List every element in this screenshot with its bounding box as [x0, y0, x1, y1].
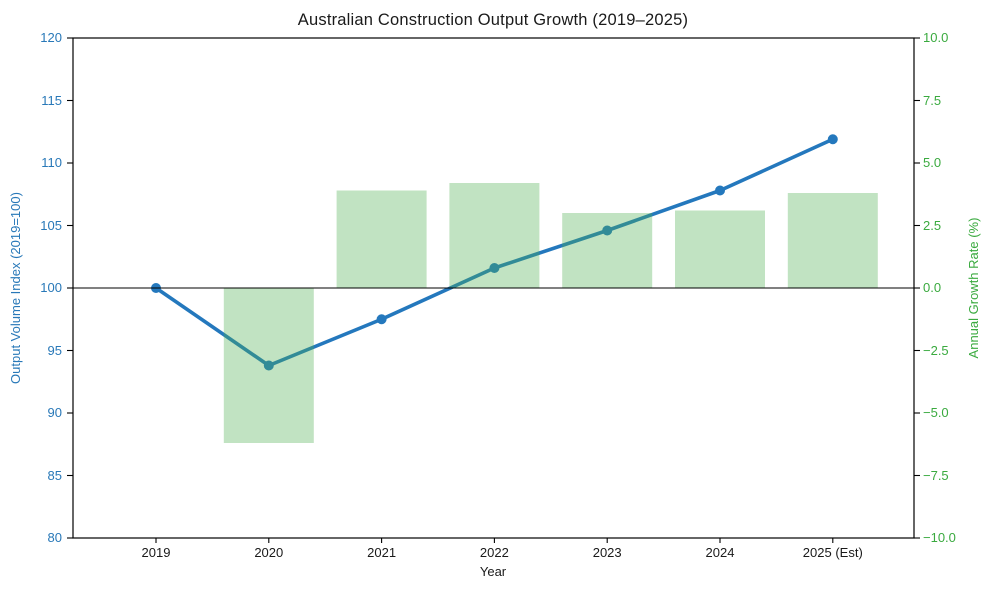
x-axis-tick-label: 2023 [592, 545, 622, 560]
left-axis-tick-label: 80 [47, 530, 62, 545]
line-marker [376, 314, 387, 325]
x-axis-tick-label: 2019 [141, 545, 171, 560]
right-axis-tick-label: 0.0 [923, 280, 942, 295]
chart-title: Australian Construction Output Growth (2… [297, 11, 689, 29]
x-axis-label: Year [479, 564, 507, 579]
left-axis-tick-label: 85 [47, 467, 62, 483]
x-axis-tick-label: 2024 [705, 545, 735, 560]
left-axis-tick-label: 100 [40, 280, 62, 295]
growth-bar [336, 190, 427, 288]
right-axis-tick-label: 7.5 [923, 92, 942, 108]
right-axis-tick-label: −10.0 [923, 530, 956, 545]
line-marker [827, 134, 838, 145]
x-axis-tick-label: 2025 (Est) [802, 545, 863, 560]
right-axis-tick-label: −5.0 [923, 405, 949, 420]
left-axis-tick-label: 120 [40, 30, 62, 45]
left-axis-tick-label: 115 [41, 92, 62, 108]
x-axis-tick-label: 2022 [479, 545, 509, 560]
line-marker [263, 360, 274, 371]
right-axis-tick-label: 2.5 [923, 217, 942, 233]
left-axis-tick-label: 90 [47, 405, 62, 420]
growth-bar [223, 288, 314, 443]
x-axis-tick-label: 2020 [254, 545, 284, 560]
growth-bar [787, 193, 878, 288]
right-axis-tick-label: −7.5 [923, 467, 949, 483]
left-axis-tick-label: 105 [40, 217, 62, 233]
right-axis-tick-label: 10.0 [923, 30, 949, 45]
line-marker [489, 263, 500, 273]
growth-bar [562, 213, 653, 288]
line-marker [602, 225, 613, 236]
right-axis-tick-label: 5.0 [923, 155, 942, 170]
line-marker [715, 185, 725, 196]
x-axis-tick-label: 2021 [367, 545, 397, 560]
growth-bar [675, 210, 765, 288]
left-axis-tick-label: 110 [41, 155, 62, 170]
right-axis-tick-label: −2.5 [923, 342, 949, 358]
growth-bar [449, 183, 540, 288]
left-axis-tick-label: 95 [47, 342, 62, 358]
